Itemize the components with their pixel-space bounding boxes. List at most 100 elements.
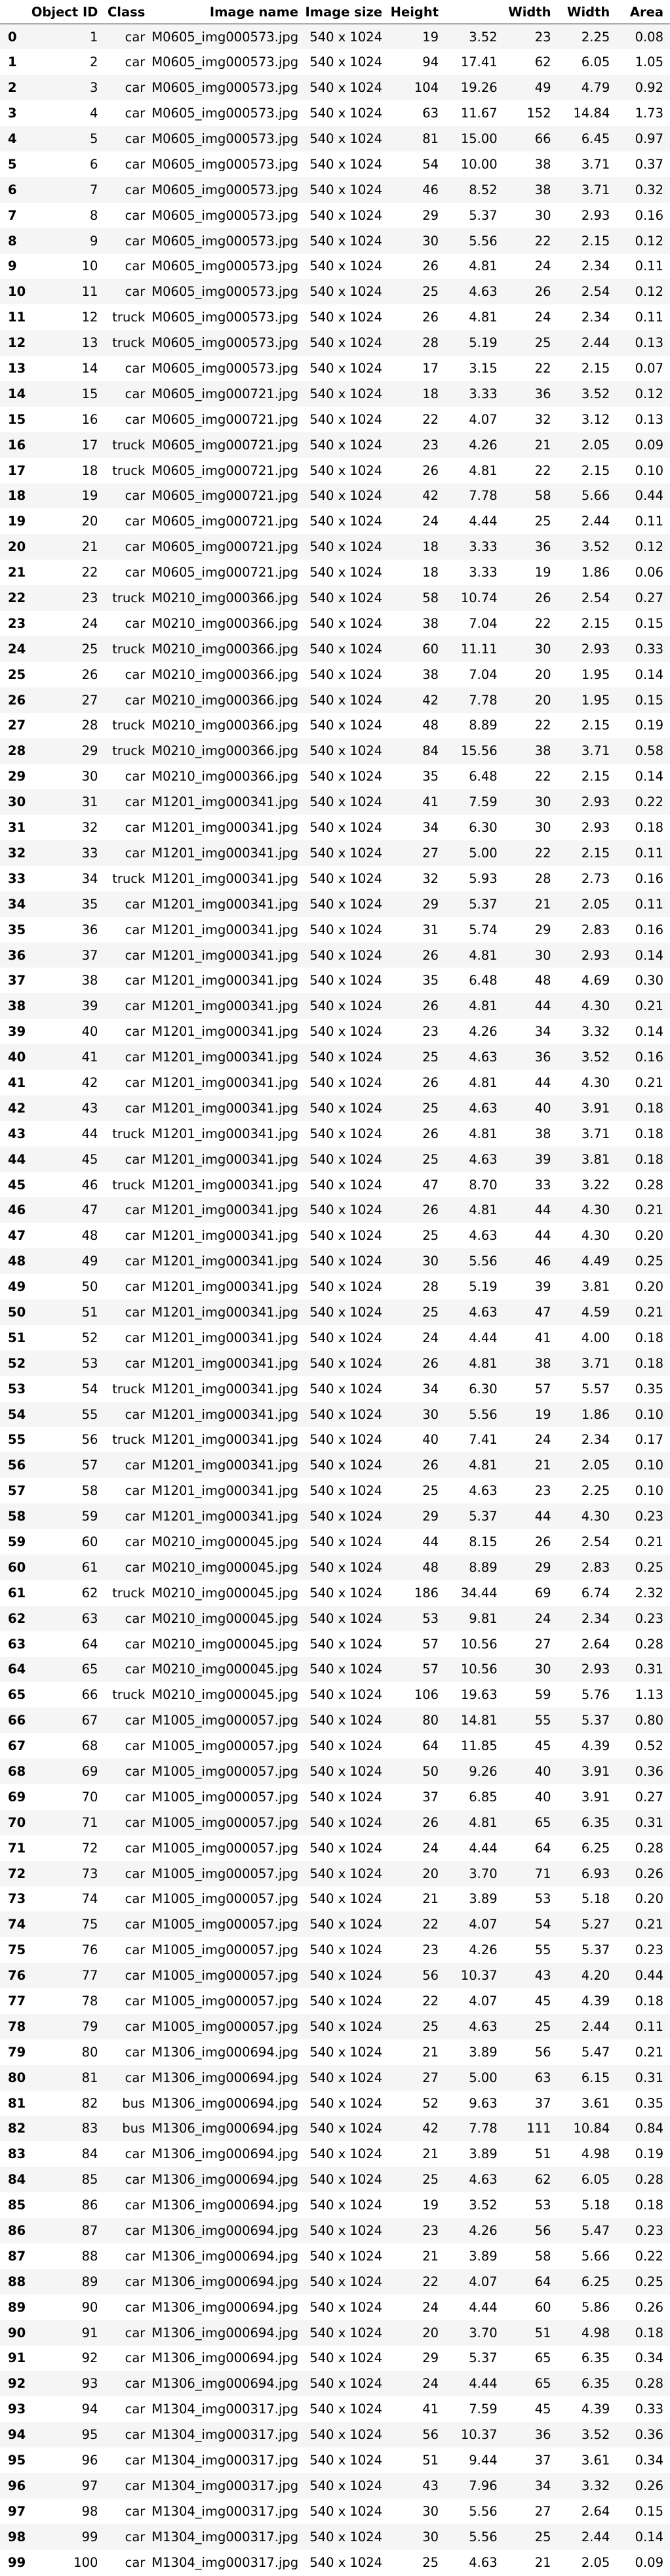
table-cell: 53 [81, 1355, 98, 1371]
table-cell: 3.22 [581, 1177, 610, 1193]
table-row: 7 8 car M0605_img000573.jpg 540 x 1024 29 5.37… [0, 203, 670, 228]
table-cell: 50 [422, 1764, 439, 1779]
table-cell: 26 [422, 310, 439, 325]
table-cell: 5 [89, 131, 98, 146]
table-cell: 52 [422, 2095, 439, 2111]
table-cell: 0.22 [635, 794, 663, 810]
table-cell: 106 [414, 1687, 439, 1703]
table-cell: M0210_img000045.jpg [151, 1636, 299, 1652]
table-cell: 0.28 [635, 1636, 663, 1652]
table-cell: 40 [534, 1789, 551, 1805]
row-index: 81 [8, 2095, 26, 2111]
table-cell: 26 [422, 998, 439, 1014]
table-cell: car [125, 2172, 146, 2188]
table-cell: 2.15 [581, 462, 610, 478]
table-cell: 540 x 1024 [309, 2248, 383, 2264]
table-cell: 540 x 1024 [309, 1738, 383, 1754]
table-cell: 540 x 1024 [309, 973, 383, 989]
table-cell: 0.16 [635, 870, 663, 886]
table-cell: 6.35 [581, 2376, 610, 2392]
table-cell: 4.07 [469, 1993, 498, 2009]
table-cell: 48 [422, 718, 439, 733]
table-cell: car [125, 896, 146, 912]
table-cell: 3.71 [581, 1126, 610, 1141]
table-cell: 4.44 [469, 2376, 498, 2392]
table-cell: car [125, 2427, 146, 2443]
table-cell: M1005_img000057.jpg [151, 1764, 299, 1779]
row-index: 10 [8, 284, 26, 300]
table-cell: 5.37 [469, 2350, 498, 2366]
row-index: 72 [8, 1866, 26, 1881]
table-cell: 540 x 1024 [309, 1432, 383, 1448]
table-cell: 36 [534, 386, 551, 401]
table-cell: 2 [89, 54, 98, 70]
table-cell: car [125, 1891, 146, 1907]
table-cell: car [125, 1713, 146, 1728]
table-cell: 2.15 [581, 718, 610, 733]
table-cell: 24 [422, 1840, 439, 1856]
table-cell: 4.63 [469, 2018, 498, 2034]
table-cell: 5.18 [581, 2198, 610, 2213]
table-cell: 540 x 1024 [309, 2274, 383, 2289]
table-cell: 540 x 1024 [309, 2529, 383, 2545]
table-cell: 8.70 [469, 1177, 498, 1193]
table-cell: 540 x 1024 [309, 1458, 383, 1473]
table-cell: M1201_img000341.jpg [151, 1406, 299, 1422]
row-index: 62 [8, 1610, 26, 1626]
table-cell: 6.30 [469, 1381, 498, 1397]
table-cell: M0210_img000366.jpg [151, 666, 299, 682]
table-cell: M1306_img000694.jpg [151, 2070, 299, 2085]
table-cell: 6.05 [581, 2172, 610, 2188]
table-cell: M1304_img000317.jpg [151, 2503, 299, 2519]
table-cell: 8.89 [469, 1559, 498, 1575]
table-row: 57 58 car M1201_img000341.jpg 540 x 1024 25 4.… [0, 1478, 670, 1503]
table-cell: 540 x 1024 [309, 2044, 383, 2060]
table-cell: 44 [534, 1228, 551, 1244]
table-cell: 33 [81, 845, 98, 861]
table-cell: 66 [534, 131, 551, 146]
table-cell: M1005_img000057.jpg [151, 1891, 299, 1907]
table-cell: 45 [534, 1993, 551, 2009]
row-index: 13 [8, 361, 26, 377]
table-cell: 98 [81, 2503, 98, 2519]
table-cell: car [125, 2503, 146, 2519]
table-cell: 5.66 [581, 488, 610, 504]
table-cell: 7.78 [469, 692, 498, 708]
table-cell: 77 [81, 1968, 98, 1984]
table-cell: 3.61 [581, 2095, 610, 2111]
table-cell: 2.15 [581, 361, 610, 377]
table-cell: 20 [81, 514, 98, 529]
table-cell: 9 [89, 233, 98, 249]
table-cell: 4.81 [469, 258, 498, 274]
table-cell: 4.69 [581, 973, 610, 989]
table-cell: 3.33 [469, 539, 498, 555]
table-row: 97 98 car M1304_img000317.jpg 540 x 1024 30 5.… [0, 2499, 670, 2524]
table-cell: car [125, 1942, 146, 1958]
table-cell: 0.15 [635, 692, 663, 708]
table-cell: 540 x 1024 [309, 1279, 383, 1295]
table-row: 72 73 car M1005_img000057.jpg 540 x 1024 20 3.… [0, 1860, 670, 1887]
table-cell: 25 [422, 1228, 439, 1244]
table-cell: 62 [81, 1585, 98, 1601]
table-cell: 7.04 [469, 666, 498, 682]
table-cell: 3.52 [469, 29, 498, 45]
table-cell: 4.44 [469, 1330, 498, 1345]
table-cell: 20 [422, 1866, 439, 1881]
table-cell: 25 [422, 1100, 439, 1116]
table-cell: 540 x 1024 [309, 1330, 383, 1345]
table-cell: 3.52 [581, 539, 610, 555]
table-cell: 3.71 [581, 182, 610, 197]
row-index: 16 [8, 437, 26, 453]
table-cell: 35 [422, 973, 439, 989]
table-cell: M1306_img000694.jpg [151, 2146, 299, 2162]
table-cell: car [125, 2274, 146, 2289]
table-cell: 5.56 [469, 233, 498, 249]
table-cell: 64 [422, 1738, 439, 1754]
table-cell: 38 [534, 1355, 551, 1371]
table-cell: 41 [534, 1330, 551, 1345]
table-cell: 1.95 [581, 692, 610, 708]
table-cell: 48 [534, 973, 551, 989]
table-cell: 2.93 [581, 1662, 610, 1677]
table-cell: car [125, 615, 146, 631]
table-cell: 5.74 [469, 922, 498, 937]
